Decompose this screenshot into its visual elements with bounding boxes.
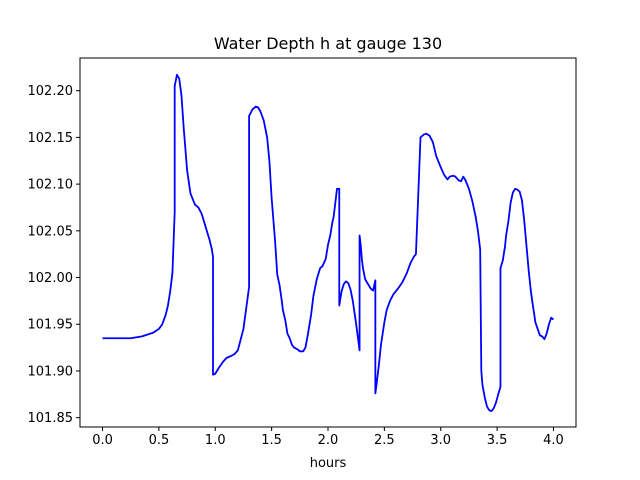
chart-title: Water Depth h at gauge 130 <box>214 34 442 53</box>
x-tick-label: 0.0 <box>92 433 113 448</box>
y-tick-label: 102.05 <box>28 224 74 239</box>
y-tick-label: 102.10 <box>28 178 74 193</box>
x-tick-label: 2.0 <box>318 433 339 448</box>
y-tick-label: 102.20 <box>28 84 74 99</box>
x-axis-label: hours <box>310 456 347 471</box>
x-tick-label: 1.0 <box>205 433 226 448</box>
y-tick-label: 101.85 <box>28 411 74 426</box>
x-tick-label: 3.5 <box>487 433 508 448</box>
x-tick-label: 1.5 <box>261 433 282 448</box>
x-tick-label: 0.5 <box>149 433 170 448</box>
y-tick-label: 102.15 <box>28 131 74 146</box>
x-tick-label: 3.0 <box>430 433 451 448</box>
y-tick-label: 102.00 <box>28 271 74 286</box>
x-tick-label: 2.5 <box>374 433 395 448</box>
x-tick-label: 4.0 <box>543 433 564 448</box>
y-tick-label: 101.90 <box>28 364 74 379</box>
y-tick-label: 101.95 <box>28 318 74 333</box>
